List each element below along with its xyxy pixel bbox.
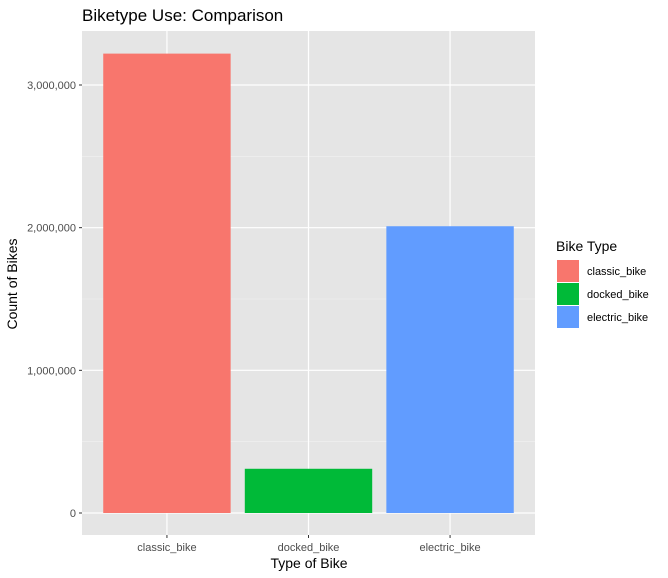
x-tick-label: docked_bike <box>278 542 340 554</box>
legend-title: Bike Type <box>556 238 617 254</box>
x-axis-title: Type of Bike <box>270 555 347 571</box>
legend-key-docked_bike <box>557 283 579 305</box>
legend: Bike Type classic_bike docked_bikeelectri… <box>556 238 649 328</box>
legend-label-electric_bike: electric_bike <box>587 312 648 324</box>
bar-docked_bike <box>244 468 373 513</box>
legend-label-classic_bike: classic_bike <box>587 266 646 278</box>
bar-electric_bike <box>386 226 514 514</box>
x-tick-label: electric_bike <box>419 542 480 554</box>
legend-label-docked_bike: docked_bike <box>587 289 649 301</box>
y-tick-label: 2,000,000 <box>27 223 76 235</box>
y-axis: 0 1,000,000 2,000,000 3,000,000 <box>27 80 82 520</box>
bar-classic_bike <box>103 53 231 513</box>
legend-key-classic_bike <box>557 260 579 282</box>
x-axis: classic_bike docked_bike electric_bike <box>137 535 481 554</box>
y-tick-label: 1,000,000 <box>27 365 76 377</box>
y-tick-label: 3,000,000 <box>27 80 76 92</box>
chart-title: Biketype Use: Comparison <box>82 6 283 25</box>
x-tick-label: classic_bike <box>137 542 196 554</box>
plot-panel <box>82 31 535 535</box>
legend-key-electric_bike <box>557 306 579 328</box>
y-axis-title: Count of Bikes <box>4 238 20 329</box>
y-tick-label: 0 <box>70 508 76 520</box>
